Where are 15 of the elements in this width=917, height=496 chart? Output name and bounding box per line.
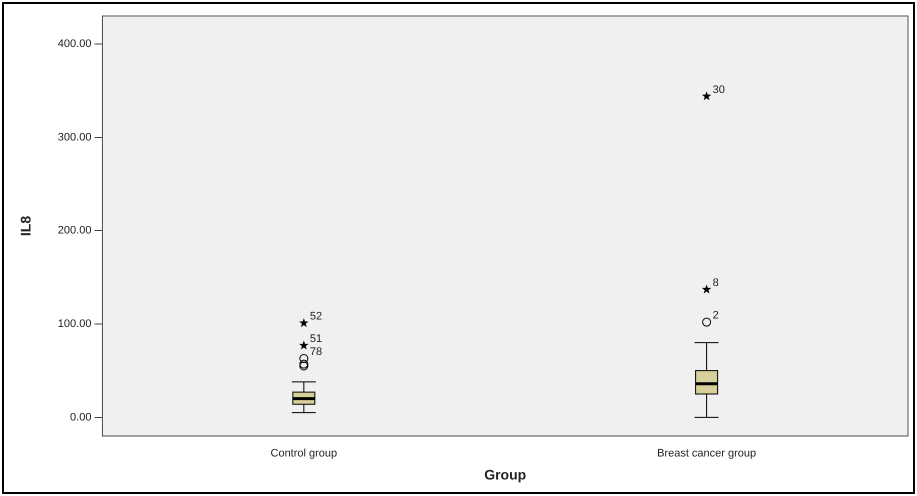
annotation: 8: [712, 277, 719, 289]
x-axis-title: Group: [484, 466, 526, 482]
annotation: 30: [712, 84, 725, 96]
y-axis-title: IL8: [17, 216, 34, 236]
y-tick-label: 200.00: [58, 224, 92, 237]
annotation: 51: [310, 333, 322, 345]
y-tick-label: 0.00: [70, 411, 92, 424]
annotation: 2: [712, 310, 719, 322]
y-tick-label: 300.00: [58, 131, 92, 144]
annotation: 78: [310, 346, 322, 358]
x-tick-label: Control group: [270, 448, 338, 460]
y-tick-label: 400.00: [58, 38, 92, 50]
x-tick-label: Breast cancer group: [657, 448, 756, 460]
y-tick-label: 100.00: [58, 318, 92, 330]
annotation: 52: [310, 310, 322, 323]
